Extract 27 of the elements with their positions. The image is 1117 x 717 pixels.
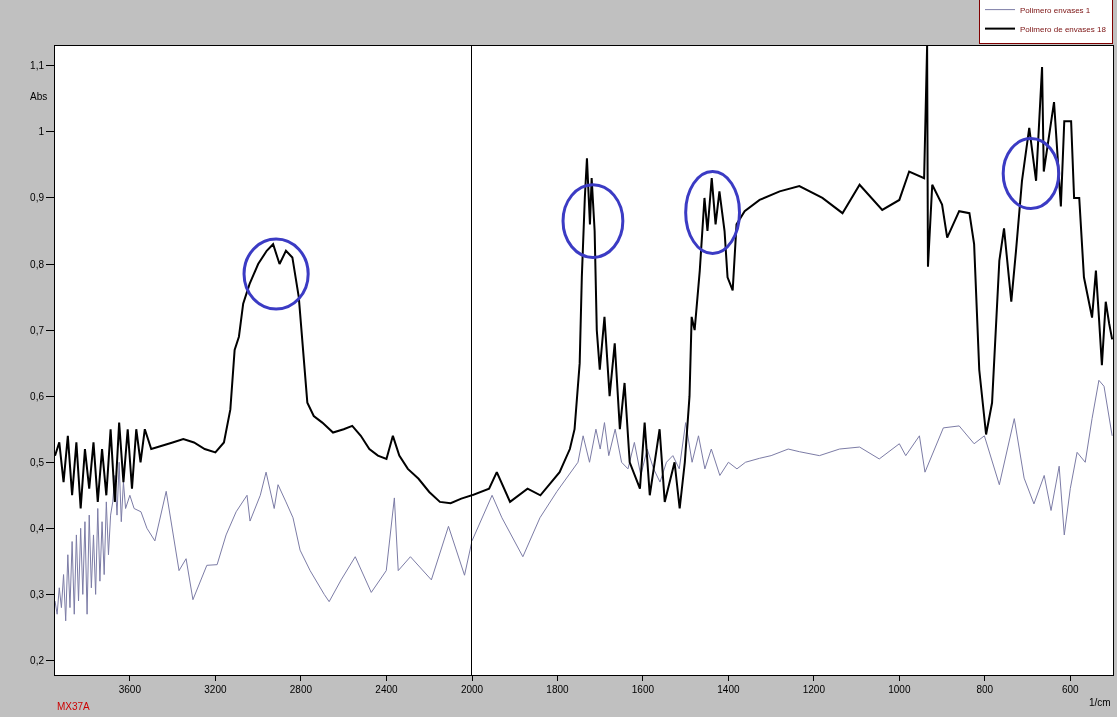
- x-tick-label: 1200: [802, 684, 826, 695]
- y-tick-label: 0,4: [30, 522, 45, 534]
- x-axis-title: 1/cm: [1089, 697, 1111, 708]
- x-tick-label: 800: [976, 684, 994, 695]
- y-tick-label: 0,8: [30, 258, 45, 270]
- x-tick-label: 600: [1061, 684, 1080, 695]
- legend-label: Polimero envases 1: [1020, 5, 1091, 15]
- x-tick-label: 1400: [717, 684, 740, 695]
- y-tick-label: 1,1: [30, 60, 45, 72]
- y-tick-label: 0,7: [30, 324, 45, 336]
- y-tick-label: 0,2: [30, 654, 45, 666]
- y-tick-label: 0,6: [30, 390, 45, 402]
- text: MX37A: [57, 701, 91, 712]
- x-tick-label: 1600: [631, 684, 655, 695]
- x-tick-label: 2400: [375, 684, 399, 695]
- x-tick-label: 2000: [460, 684, 484, 695]
- y-tick-label: 0,5: [30, 456, 45, 468]
- x-tick-label: 1800: [546, 684, 570, 695]
- y-tick-label: 0,9: [30, 192, 45, 204]
- x-tick-label: 3200: [204, 684, 227, 695]
- x-tick-label: 3600: [118, 684, 142, 695]
- x-tick-label: 1000: [888, 684, 911, 695]
- x-tick-label: 2800: [289, 684, 313, 695]
- y-tick-label: 0,3: [30, 588, 45, 600]
- legend-label: Polimero de envases 18: [1020, 24, 1107, 34]
- y-tick-label: 1: [38, 126, 45, 138]
- y-axis-title: Abs: [30, 91, 48, 102]
